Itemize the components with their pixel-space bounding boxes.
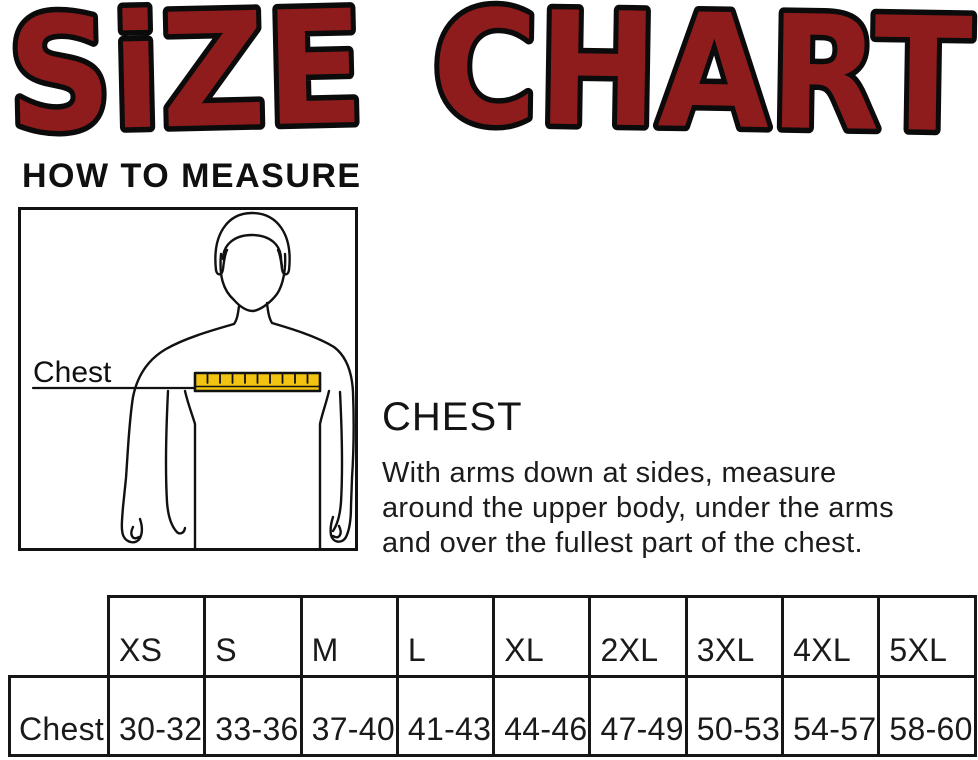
chest-diagram-label: Chest — [33, 356, 112, 389]
chest-instruction-heading: CHEST — [382, 395, 523, 439]
figure-left-arm — [120, 304, 241, 544]
chest-value-cell: 44-46 — [492, 675, 592, 757]
chest-instruction-text: With arms down at sides, measure around … — [382, 456, 962, 561]
size-header-cell: XS — [107, 595, 207, 678]
size-table-header-row: XS S M L XL 2XL 3XL 4XL 5XL — [8, 595, 977, 678]
body-outline-figure: Chest — [31, 211, 355, 548]
chest-value-cell: 47-49 — [588, 675, 688, 757]
figure-hair-left-notch — [214, 248, 229, 276]
figure-left-inner-arm — [164, 389, 187, 535]
title-word-size: SiZE — [6, 0, 366, 152]
size-header-cell: XL — [492, 595, 592, 678]
chest-value-cell: 58-60 — [877, 675, 977, 757]
how-to-measure-heading: HOW TO MEASURE — [22, 157, 362, 195]
figure-right-inner-arm — [331, 390, 344, 533]
chest-value-cell: 30-32 — [107, 675, 207, 757]
size-header-cell: 4XL — [781, 595, 881, 678]
measuring-tape-icon — [193, 371, 322, 393]
size-header-cell: 2XL — [588, 595, 688, 678]
chest-instructions: CHEST With arms down at sides, measure a… — [382, 395, 962, 561]
instruction-line: around the upper body, under the arms — [382, 492, 894, 524]
size-header-cell: 5XL — [877, 595, 977, 678]
chest-value-cell: 50-53 — [684, 675, 785, 757]
instruction-line: and over the fullest part of the chest. — [382, 527, 863, 559]
instruction-line: With arms down at sides, measure — [382, 457, 837, 489]
size-header-cell: L — [395, 595, 496, 678]
figure-hair-outline — [214, 211, 291, 276]
figure-left-torso — [183, 389, 197, 548]
size-header-cell: 3XL — [684, 595, 785, 678]
measure-diagram-box: Chest — [18, 207, 358, 551]
chest-value-cell: 37-40 — [299, 675, 399, 757]
size-chart-title: SiZE CHART — [0, 0, 978, 152]
size-header-cell: S — [203, 595, 303, 678]
figure-face — [219, 252, 287, 313]
chest-value-cell: 54-57 — [781, 675, 881, 757]
chest-value-cell: 41-43 — [395, 675, 496, 757]
figure-right-thumb — [331, 524, 342, 539]
figure-left-thumb — [130, 525, 141, 540]
figure-right-torso — [318, 389, 331, 548]
size-header-cell: M — [299, 595, 399, 678]
size-table: XS S M L XL 2XL 3XL 4XL 5XL Chest 30-32 … — [8, 595, 977, 757]
figure-hairline — [221, 233, 284, 269]
figure-right-arm — [265, 301, 355, 543]
size-table-chest-row: Chest 30-32 33-36 37-40 41-43 44-46 47-4… — [8, 675, 977, 757]
title-word-chart: CHART — [431, 0, 974, 152]
chest-value-cell: 33-36 — [203, 675, 303, 757]
chest-row-label: Chest — [8, 675, 110, 757]
